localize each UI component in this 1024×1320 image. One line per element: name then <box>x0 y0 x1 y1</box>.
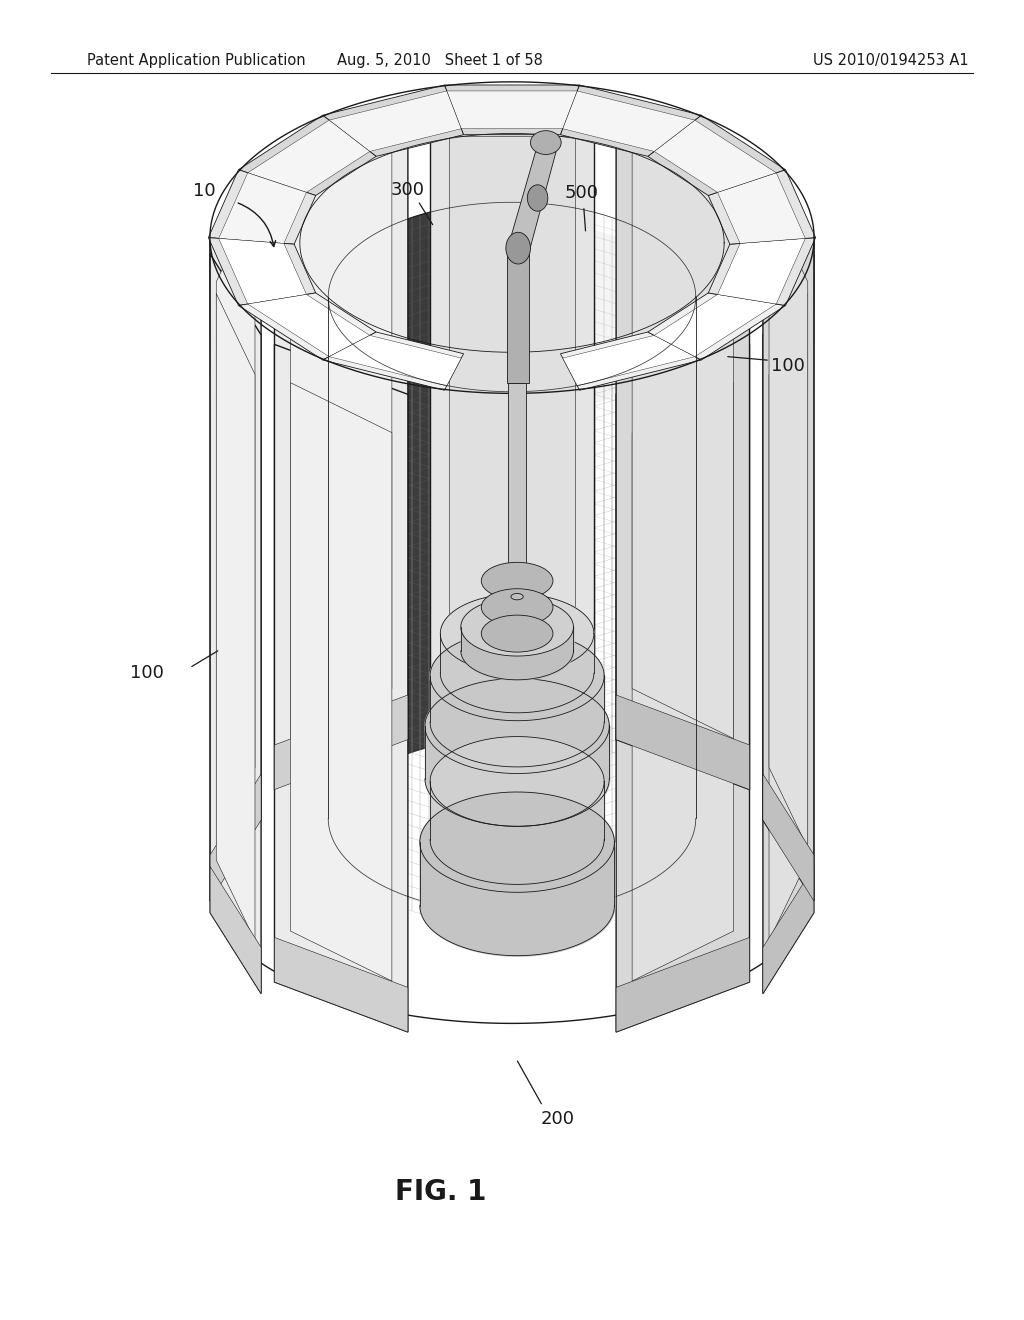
Polygon shape <box>210 866 261 994</box>
Polygon shape <box>654 294 776 356</box>
Ellipse shape <box>481 615 553 652</box>
Circle shape <box>527 185 548 211</box>
Ellipse shape <box>530 131 561 154</box>
Polygon shape <box>364 202 541 776</box>
Polygon shape <box>329 335 461 385</box>
Text: Patent Application Publication: Patent Application Publication <box>87 53 306 67</box>
Polygon shape <box>248 120 370 193</box>
Polygon shape <box>632 140 733 739</box>
Text: US 2010/0194253 A1: US 2010/0194253 A1 <box>813 53 969 67</box>
Polygon shape <box>444 84 580 135</box>
Circle shape <box>506 232 530 264</box>
Polygon shape <box>718 173 805 243</box>
Polygon shape <box>210 774 261 902</box>
Polygon shape <box>323 84 464 156</box>
Polygon shape <box>461 598 573 656</box>
Polygon shape <box>616 102 750 789</box>
Polygon shape <box>763 253 814 994</box>
Ellipse shape <box>481 589 553 626</box>
Polygon shape <box>560 84 701 156</box>
Polygon shape <box>440 594 594 673</box>
Polygon shape <box>327 220 697 413</box>
Polygon shape <box>709 170 815 244</box>
Polygon shape <box>616 937 750 1032</box>
Polygon shape <box>329 91 461 152</box>
Polygon shape <box>219 239 306 304</box>
Polygon shape <box>709 238 815 305</box>
Polygon shape <box>216 293 255 941</box>
Polygon shape <box>239 115 376 195</box>
Polygon shape <box>769 293 808 941</box>
Polygon shape <box>239 293 376 360</box>
Text: FIG. 1: FIG. 1 <box>394 1177 486 1206</box>
Polygon shape <box>507 152 556 251</box>
Polygon shape <box>210 253 261 994</box>
Polygon shape <box>323 333 464 391</box>
Polygon shape <box>616 694 750 789</box>
Text: Aug. 5, 2010   Sheet 1 of 58: Aug. 5, 2010 Sheet 1 of 58 <box>337 53 544 67</box>
Polygon shape <box>450 136 574 677</box>
Polygon shape <box>654 120 776 193</box>
Polygon shape <box>563 91 695 152</box>
Text: 10: 10 <box>193 182 215 201</box>
Bar <box>513 597 521 634</box>
Polygon shape <box>429 98 595 727</box>
Polygon shape <box>291 140 392 739</box>
Polygon shape <box>632 383 733 981</box>
Ellipse shape <box>511 594 523 599</box>
Polygon shape <box>274 937 408 1032</box>
Polygon shape <box>616 345 750 1032</box>
Polygon shape <box>219 173 306 243</box>
Text: 200: 200 <box>541 1110 574 1129</box>
Text: 100: 100 <box>771 356 805 375</box>
Text: 500: 500 <box>564 183 599 202</box>
Polygon shape <box>210 161 261 902</box>
Ellipse shape <box>481 562 553 599</box>
Polygon shape <box>429 684 595 727</box>
Polygon shape <box>763 866 814 994</box>
Text: 300: 300 <box>390 181 425 199</box>
Polygon shape <box>563 335 695 385</box>
Polygon shape <box>248 294 370 356</box>
Polygon shape <box>769 201 808 849</box>
Text: 100: 100 <box>130 664 164 682</box>
Polygon shape <box>209 238 315 305</box>
Polygon shape <box>560 333 701 391</box>
Polygon shape <box>446 91 578 129</box>
Polygon shape <box>274 345 408 1032</box>
Polygon shape <box>274 102 408 789</box>
Polygon shape <box>763 774 814 902</box>
Polygon shape <box>648 115 785 195</box>
Polygon shape <box>718 239 805 304</box>
Polygon shape <box>430 737 604 826</box>
Polygon shape <box>763 161 814 902</box>
Polygon shape <box>209 170 315 244</box>
Polygon shape <box>425 678 609 774</box>
Polygon shape <box>430 631 604 721</box>
Polygon shape <box>648 293 785 360</box>
Polygon shape <box>274 694 408 789</box>
Bar <box>508 383 526 627</box>
Polygon shape <box>291 383 392 981</box>
Polygon shape <box>420 792 614 892</box>
Polygon shape <box>216 201 255 849</box>
Bar <box>507 251 529 383</box>
